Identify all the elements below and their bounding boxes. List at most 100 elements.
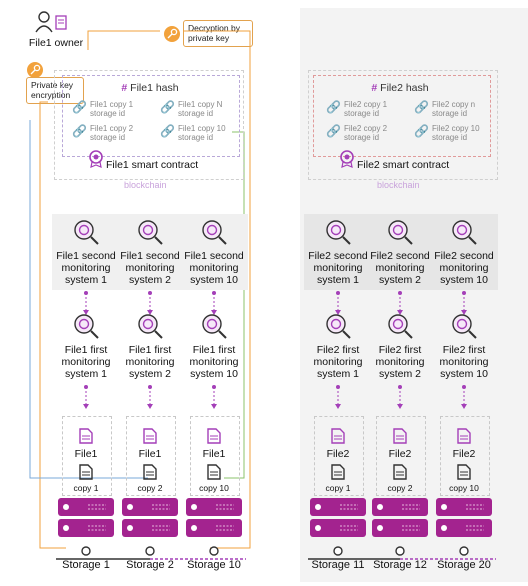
storage-node xyxy=(395,543,405,556)
first-monitor-label: File2 first monitoring system 1 xyxy=(313,344,363,380)
hash-box xyxy=(313,75,491,157)
copy-sub: storage id xyxy=(344,109,380,118)
second-monitor-label: File1 second monitoring system 10 xyxy=(184,250,244,286)
flow-dots xyxy=(147,290,153,316)
copy-name: File1 copy 10 xyxy=(178,124,226,133)
storage-node xyxy=(333,543,343,556)
magnifier-icon xyxy=(200,312,228,340)
copy-sub: storage id xyxy=(432,109,468,118)
document-icon xyxy=(143,464,157,480)
copy-sub: storage id xyxy=(90,133,126,142)
connector-lines xyxy=(29,30,251,549)
storage-node xyxy=(145,543,155,556)
document-icon xyxy=(79,428,93,444)
file-copy: copy 1 xyxy=(73,483,99,493)
blockchain-box xyxy=(308,70,498,180)
document-icon xyxy=(207,464,221,480)
storage-node xyxy=(459,543,469,556)
link-icon: 🔗 xyxy=(160,100,175,114)
second-monitor-label: File2 second monitoring system 2 xyxy=(370,250,430,286)
flow-dots xyxy=(147,384,153,410)
hash-title-text: File1 hash xyxy=(130,82,179,94)
magnifier-icon xyxy=(324,312,352,340)
document-icon xyxy=(331,428,345,444)
link-icon: 🔗 xyxy=(160,124,175,138)
file-box xyxy=(440,416,490,496)
second-monitor-label: File1 second monitoring system 2 xyxy=(120,250,180,286)
magnifier-icon xyxy=(386,218,414,246)
flow-dots xyxy=(397,290,403,316)
chain-label: blockchain xyxy=(377,180,420,190)
first-monitor-label: File1 first monitoring system 1 xyxy=(61,344,111,380)
file-name: File1 xyxy=(138,448,162,460)
first-monitor-label: File1 first monitoring system 10 xyxy=(189,344,239,380)
magnifier-icon xyxy=(450,312,478,340)
server-icon xyxy=(310,498,366,538)
blockchain-box xyxy=(54,70,244,180)
file-copy: copy 2 xyxy=(387,483,413,493)
storage-label: Storage 2 xyxy=(126,559,174,571)
first-monitor-label: File2 first monitoring system 2 xyxy=(375,344,425,380)
first-monitor-label: File1 first monitoring system 2 xyxy=(125,344,175,380)
file-box xyxy=(314,416,364,496)
document-icon xyxy=(393,464,407,480)
flow-dots xyxy=(335,384,341,410)
storage-label: Storage 12 xyxy=(373,559,427,571)
flow-dots xyxy=(461,384,467,410)
file-name: File2 xyxy=(452,448,476,460)
file-name: File1 xyxy=(74,448,98,460)
key-icon xyxy=(27,62,43,78)
file-copy: copy 1 xyxy=(325,483,351,493)
storage-node xyxy=(209,543,219,556)
magnifier-icon xyxy=(386,312,414,340)
file-box xyxy=(376,416,426,496)
file-copy: copy 10 xyxy=(199,483,229,493)
person-icon xyxy=(35,11,67,33)
encryption-note: Private key encryption xyxy=(26,77,84,104)
key-icon xyxy=(164,26,180,42)
hash-box xyxy=(62,75,240,157)
chain-label: blockchain xyxy=(124,180,167,190)
copy-sub: storage id xyxy=(432,133,468,142)
document-icon xyxy=(143,428,157,444)
document-icon xyxy=(331,464,345,480)
storage-label: Storage 20 xyxy=(437,559,491,571)
hash-icon: # xyxy=(121,82,128,94)
decryption-note: Decryption by private key xyxy=(183,20,253,47)
link-icon: 🔗 xyxy=(326,100,341,114)
server-icon xyxy=(436,498,492,538)
magnifier-icon xyxy=(450,218,478,246)
second-monitor-label: File1 second monitoring system 1 xyxy=(56,250,116,286)
file-name: File1 xyxy=(202,448,226,460)
document-icon xyxy=(207,428,221,444)
link-icon: 🔗 xyxy=(414,124,429,138)
link-icon: 🔗 xyxy=(326,124,341,138)
hash-title-text: File2 hash xyxy=(380,82,429,94)
storage-label: Storage 10 xyxy=(187,559,241,571)
document-icon xyxy=(79,464,93,480)
server-icon xyxy=(122,498,178,538)
server-icon xyxy=(372,498,428,538)
second-monitor-label: File2 second monitoring system 1 xyxy=(308,250,368,286)
hash-title: # File1 hash xyxy=(110,82,190,94)
file-box xyxy=(62,416,112,496)
hash-icon: # xyxy=(371,82,378,94)
flow-dots xyxy=(211,384,217,410)
copy-name: File1 copy 2 xyxy=(90,124,134,133)
flow-dots xyxy=(211,290,217,316)
magnifier-icon xyxy=(324,218,352,246)
copy-name: File1 copy 1 xyxy=(90,100,134,109)
magnifier-icon xyxy=(136,218,164,246)
copy-name: File2 copy 1 xyxy=(344,100,388,109)
server-icon xyxy=(58,498,114,538)
copy-sub: storage id xyxy=(90,109,126,118)
copy-name: File2 copy n xyxy=(432,100,476,109)
owner-label: File1 owner xyxy=(28,37,84,49)
badge-icon xyxy=(340,150,354,168)
flow-dots xyxy=(83,290,89,316)
flow-dots xyxy=(461,290,467,316)
document-icon xyxy=(457,464,471,480)
storage-label: Storage 11 xyxy=(311,559,365,571)
copy-sub: storage id xyxy=(344,133,380,142)
first-monitor-label: File2 first monitoring system 10 xyxy=(439,344,489,380)
